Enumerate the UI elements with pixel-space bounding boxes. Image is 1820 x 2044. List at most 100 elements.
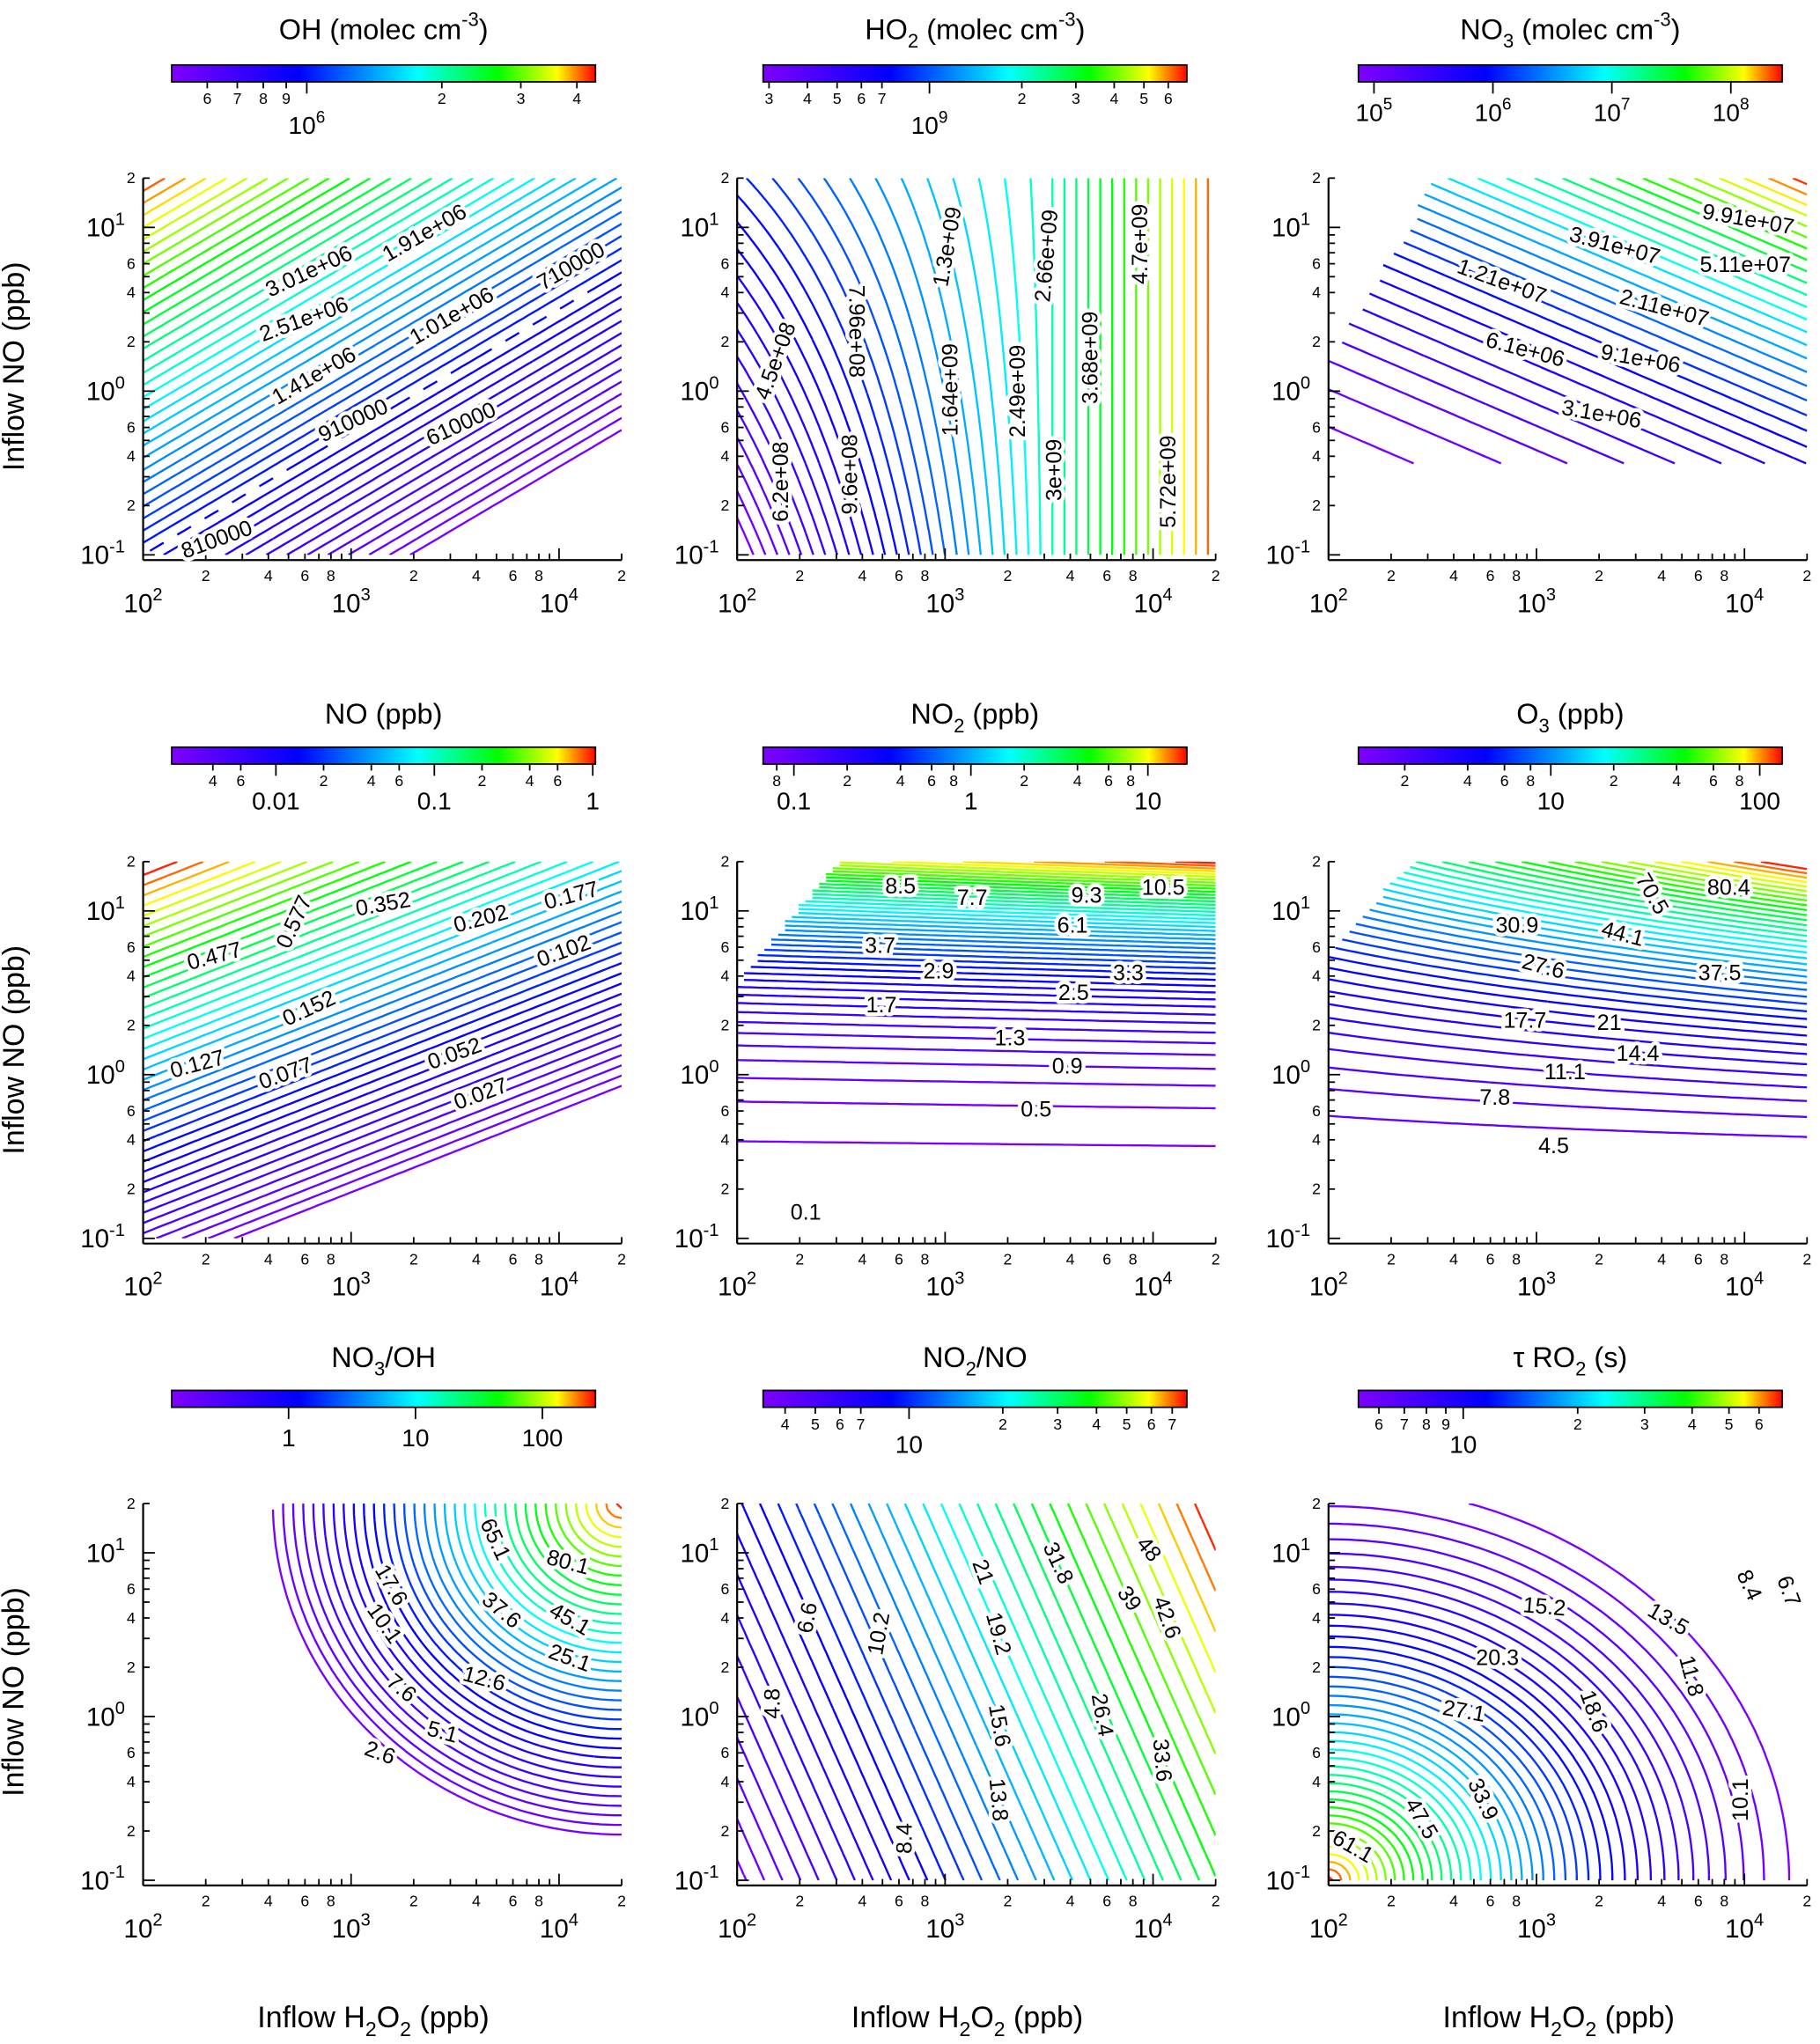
contour-line: [383, 1504, 623, 1731]
x-axis-title-part: O: [377, 2001, 400, 2034]
contour-line: [1589, 178, 1808, 273]
contour-line: [1743, 178, 1808, 207]
y-major-tick-label: 100: [1271, 1699, 1310, 1732]
contour-line: [737, 383, 814, 555]
x-tick-label: 6: [1694, 1250, 1703, 1268]
y-tick-label: 6: [127, 254, 136, 272]
x-major-tick-label: 104: [540, 1911, 578, 1944]
x-tick-label: 2: [409, 1250, 418, 1268]
contour-line: [1521, 861, 1808, 912]
contour-line: [143, 178, 495, 386]
x-tick-label: 2: [795, 1250, 804, 1268]
contour-line: [777, 1504, 947, 1881]
panel-title-part: ): [479, 13, 489, 45]
contour-line: [785, 920, 1216, 937]
contour-label: 8.4: [893, 1823, 917, 1854]
x-tick-label: 4: [1066, 1250, 1075, 1268]
contour-label: 21: [1597, 1011, 1622, 1035]
contour-label: 12.6: [461, 1661, 508, 1696]
contour-line: [737, 1044, 1216, 1056]
x-major-tick-label-part: 10: [124, 1273, 153, 1302]
contour-line: [737, 1655, 838, 1881]
contour-label: 0.5: [1021, 1098, 1051, 1122]
contour-label: 0.177: [542, 877, 601, 915]
x-major-tick-label-part: 10: [1309, 1915, 1338, 1944]
x-major-tick-label: 102: [1309, 1911, 1348, 1944]
contour-labels: 8.5 7.7 9.3 10.5 6.1 3.7 2.9 3.3 2.5 1.7 1.3 0.90.5…: [786, 870, 1189, 1229]
contour-line: [143, 982, 623, 1173]
contour-line: [1349, 930, 1808, 998]
x-tick-label: 4: [264, 567, 273, 585]
contour-label: 4.7e+09: [1128, 204, 1153, 284]
colorbar-tick-label: 4: [572, 90, 581, 107]
y-major-tick-label-part: 0: [1301, 1057, 1310, 1077]
x-major-tick-label-part: 3: [361, 585, 371, 605]
panel-title-part: -3: [461, 9, 479, 31]
contour-line: [463, 1504, 623, 1654]
y-major-tick-label: 101: [1271, 893, 1310, 926]
contour-line: [750, 966, 1216, 982]
colorbar-tick-label: 4: [1073, 772, 1082, 790]
colorbar-tick-label: 4: [781, 1415, 790, 1433]
contour-line: [1768, 178, 1808, 196]
contour-line: [849, 1504, 1020, 1881]
contour-line: [1328, 1522, 1745, 1881]
contour-label: 3.3: [1113, 960, 1144, 985]
contour-label: 3.1e+06: [1559, 395, 1643, 433]
x-tick-label: 8: [1512, 567, 1521, 585]
y-major-tick-label-part: 1: [1301, 210, 1310, 229]
contour-line: [143, 178, 453, 362]
colorbar-tick-label: 3: [517, 90, 526, 107]
contour-line: [143, 861, 490, 999]
x-axis-title: Inflow H2O2 (ppb): [257, 2001, 489, 2040]
x-major-tick-label: 104: [1134, 1911, 1173, 1944]
contour-label: 80.1: [544, 1545, 592, 1580]
x-major-tick-label-part: 10: [718, 589, 747, 618]
x-tick-label: 4: [472, 567, 481, 585]
colorbar-tick-label: 2: [478, 772, 487, 790]
contour-line: [737, 409, 803, 555]
x-major-tick-label-part: 10: [1517, 1273, 1546, 1302]
x-major-tick-label: 103: [1517, 1268, 1556, 1301]
contour-label: 7.7: [957, 886, 988, 910]
y-tick-label: 4: [127, 283, 136, 301]
contour-line: [143, 186, 623, 471]
y-tick-label: 2: [127, 496, 136, 514]
contour-labels: 4.5e+08 7.96e+08 6.2e+08 9.6e+08 1.3e+09 1.64…: [747, 200, 1185, 532]
x-major-tick-label-part: 2: [1338, 1911, 1348, 1930]
contour-label: 2.49e+09: [1006, 345, 1030, 437]
y-major-tick-label-part: -1: [704, 537, 719, 556]
panel-title-part: NO: [1460, 13, 1503, 45]
contour-line: [143, 921, 623, 1112]
contour-line: [1328, 967, 1808, 1029]
contour-line: [1157, 1504, 1216, 1633]
x-tick-label: 2: [617, 567, 626, 585]
contour-label: 80.4: [1707, 876, 1750, 901]
colorbar-tick-label: 7: [857, 1415, 866, 1433]
y-tick-label: 2: [127, 1495, 136, 1512]
contour-line: [413, 1504, 623, 1702]
y-major-tick-label-part: 0: [115, 1057, 125, 1077]
contour-line: [143, 178, 412, 338]
contour-line: [737, 1011, 1216, 1025]
x-tick-label: 2: [1387, 567, 1396, 585]
y-tick-label: 2: [127, 1658, 136, 1676]
y-tick-label: 2: [127, 1822, 136, 1840]
contour-label: 5.1: [424, 1717, 461, 1748]
contour-line: [1328, 1822, 1396, 1881]
contour-line: [819, 886, 1216, 903]
contour-label: 6.7: [1772, 1572, 1805, 1609]
contour-line: [143, 178, 207, 217]
y-tick-label: 6: [1312, 1744, 1321, 1761]
contour-line: [143, 178, 372, 313]
colorbar-major-label: 10: [402, 1424, 429, 1452]
y-tick-label: 6: [127, 1580, 136, 1598]
contour-lines: [271, 1504, 623, 1836]
contour-line: [149, 271, 623, 552]
contour-line: [143, 178, 515, 399]
